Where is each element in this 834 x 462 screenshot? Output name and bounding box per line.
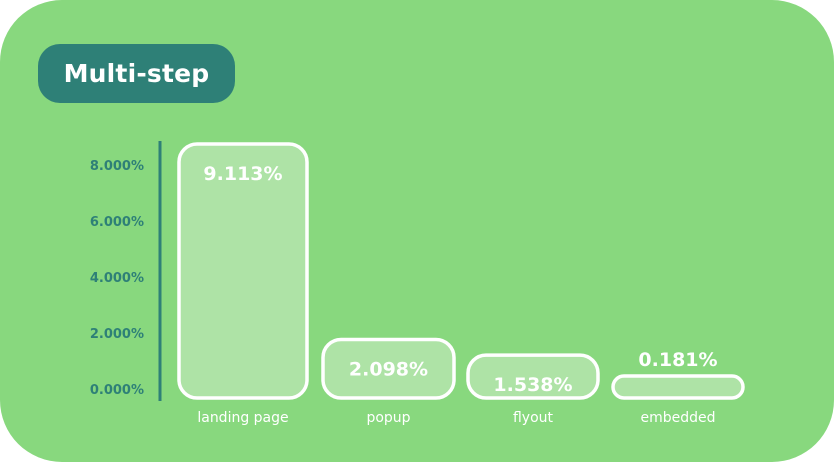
- y-tick-label: 6.000%: [90, 215, 144, 230]
- category-labels: landing page popup flyout embedded: [197, 410, 715, 426]
- category-label: landing page: [197, 410, 288, 426]
- value-label: 0.181%: [638, 349, 717, 371]
- value-label: 2.098%: [349, 359, 428, 381]
- y-tick-labels: 0.000% 2.000% 4.000% 6.000% 8.000%: [90, 159, 144, 398]
- chart-title: Multi-step: [38, 44, 235, 103]
- category-label: embedded: [640, 410, 715, 426]
- bar: [611, 374, 745, 400]
- bars: [177, 142, 745, 400]
- bar: [466, 353, 600, 400]
- bar: [321, 337, 456, 400]
- y-tick-label: 8.000%: [90, 159, 144, 174]
- y-tick-label: 2.000%: [90, 327, 144, 342]
- category-label: popup: [366, 410, 410, 426]
- y-tick-label: 0.000%: [90, 383, 144, 398]
- value-labels: 9.113% 2.098% 1.538% 0.181%: [203, 163, 717, 396]
- value-label: 9.113%: [203, 163, 282, 185]
- bar: [177, 142, 309, 400]
- category-label: flyout: [513, 410, 554, 426]
- y-tick-label: 4.000%: [90, 271, 144, 286]
- value-label: 1.538%: [493, 374, 572, 396]
